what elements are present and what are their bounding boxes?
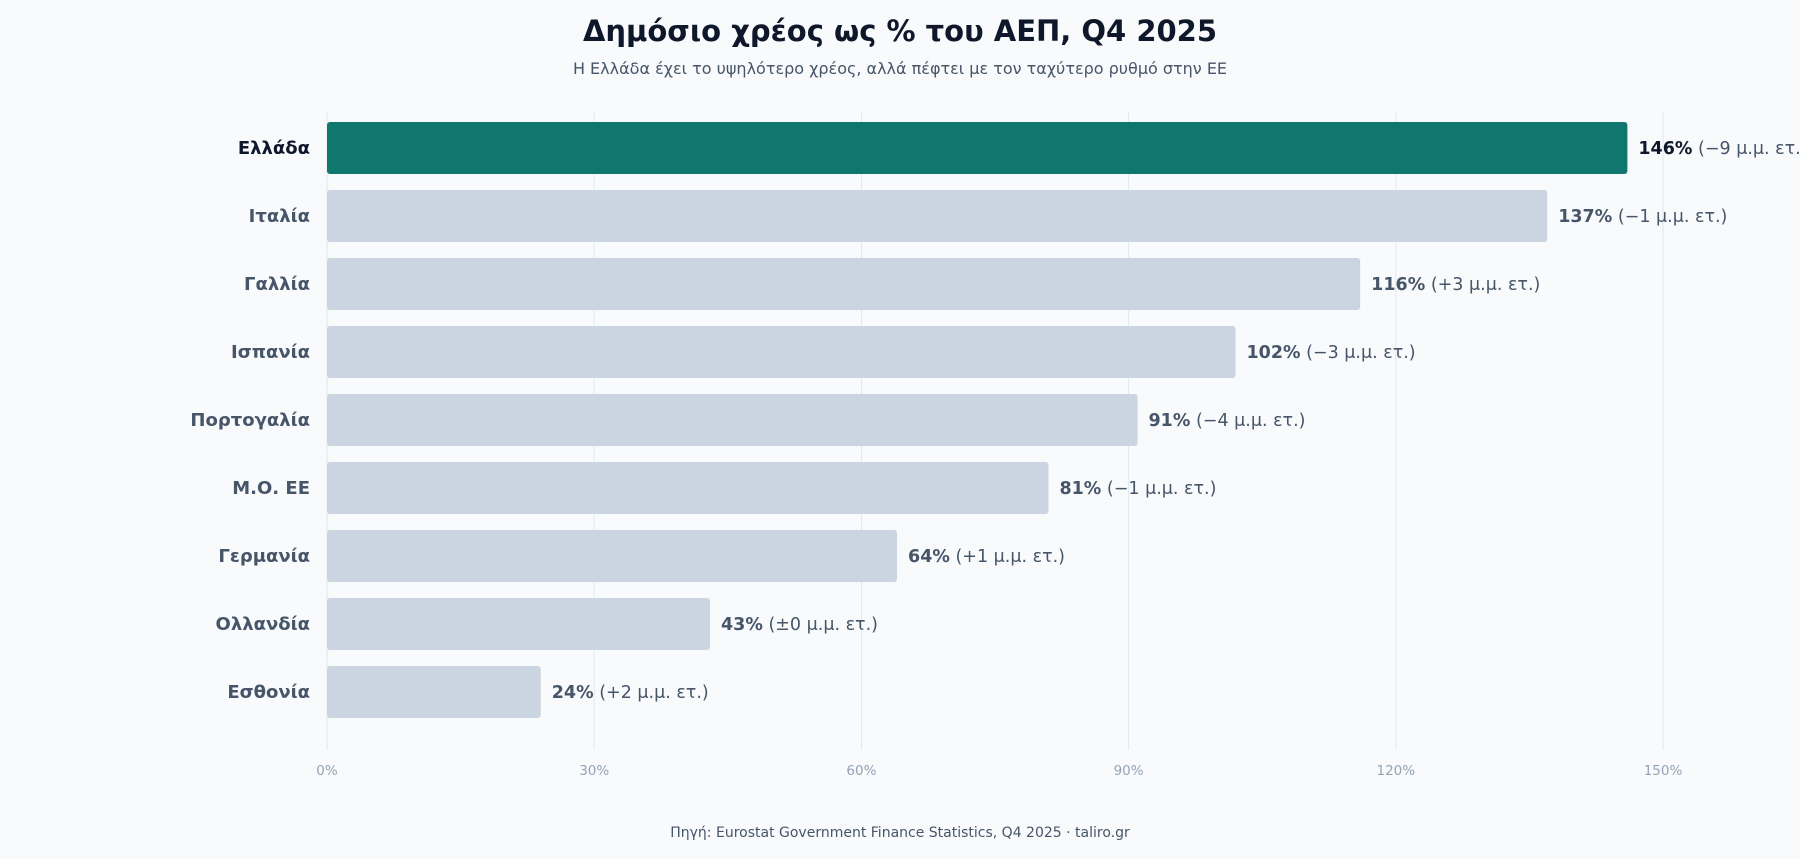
data-label-value: 146% <box>1638 139 1692 159</box>
x-axis-ticks: 0% 30% 60% 90% 120% 150% <box>316 763 1682 779</box>
category-label: Μ.Ο. ΕΕ <box>232 478 310 499</box>
data-label-value: 116% <box>1371 275 1425 295</box>
category-label: Γαλλία <box>244 274 310 295</box>
data-label: 116% (+3 μ.μ. ετ.) <box>1371 275 1540 295</box>
data-label-value: 81% <box>1059 479 1101 499</box>
bar <box>327 530 898 582</box>
bar <box>327 122 1628 174</box>
bar <box>327 394 1138 446</box>
data-label-change: (+1 μ.μ. ετ.) <box>950 547 1065 567</box>
bar <box>327 190 1548 242</box>
data-label-change: (+2 μ.μ. ετ.) <box>594 683 709 703</box>
x-tick-label: 120% <box>1376 763 1415 779</box>
x-tick-label: 150% <box>1644 763 1683 779</box>
category-label: Ελλάδα <box>238 138 310 159</box>
data-label: 24% (+2 μ.μ. ετ.) <box>552 683 709 703</box>
bar <box>327 258 1361 310</box>
category-label: Ιταλία <box>249 206 310 227</box>
bars-layer <box>327 122 1628 718</box>
data-label-change: (−1 μ.μ. ετ.) <box>1101 479 1216 499</box>
data-label: 146% (−9 μ.μ. ετ.) <box>1638 139 1800 159</box>
bar <box>327 598 710 650</box>
chart-subtitle: Η Ελλάδα έχει το υψηλότερο χρέος, αλλά π… <box>572 59 1228 78</box>
data-label-value: 137% <box>1558 207 1612 227</box>
data-label-value: 91% <box>1149 411 1191 431</box>
x-tick-label: 30% <box>579 763 609 779</box>
bar <box>327 666 541 718</box>
source-note: Πηγή: Eurostat Government Finance Statis… <box>670 825 1130 841</box>
data-label: 43% (±0 μ.μ. ετ.) <box>721 615 878 635</box>
data-label-value: 64% <box>908 547 950 567</box>
data-label-change: (+3 μ.μ. ετ.) <box>1425 275 1540 295</box>
data-label: 102% (−3 μ.μ. ετ.) <box>1246 343 1415 363</box>
x-tick-label: 60% <box>846 763 876 779</box>
chart-title: Δημόσιο χρέος ως % του ΑΕΠ, Q4 2025 <box>582 14 1218 48</box>
data-label: 64% (+1 μ.μ. ετ.) <box>908 547 1065 567</box>
category-label: Εσθονία <box>227 682 310 703</box>
category-label: Ολλανδία <box>216 614 310 635</box>
data-label: 81% (−1 μ.μ. ετ.) <box>1059 479 1216 499</box>
data-label: 137% (−1 μ.μ. ετ.) <box>1558 207 1727 227</box>
labels-layer: Ελλάδα 146% (−9 μ.μ. ετ.) Ιταλία 137% (−1 μ… <box>190 138 1800 703</box>
data-label-change: (±0 μ.μ. ετ.) <box>763 615 878 635</box>
category-label: Πορτογαλία <box>190 410 310 431</box>
data-label-change: (−3 μ.μ. ετ.) <box>1301 343 1416 363</box>
data-label-value: 24% <box>552 683 594 703</box>
data-label: 91% (−4 μ.μ. ετ.) <box>1149 411 1306 431</box>
bar <box>327 326 1236 378</box>
data-label-change: (−1 μ.μ. ετ.) <box>1612 207 1727 227</box>
data-label-change: (−9 μ.μ. ετ.) <box>1692 139 1800 159</box>
x-tick-label: 90% <box>1114 763 1144 779</box>
category-label: Ισπανία <box>231 342 310 363</box>
bar <box>327 462 1049 514</box>
category-label: Γερμανία <box>218 546 310 567</box>
x-tick-label: 0% <box>316 763 338 779</box>
data-label-value: 102% <box>1246 343 1300 363</box>
data-label-change: (−4 μ.μ. ετ.) <box>1190 411 1305 431</box>
data-label-value: 43% <box>721 615 763 635</box>
